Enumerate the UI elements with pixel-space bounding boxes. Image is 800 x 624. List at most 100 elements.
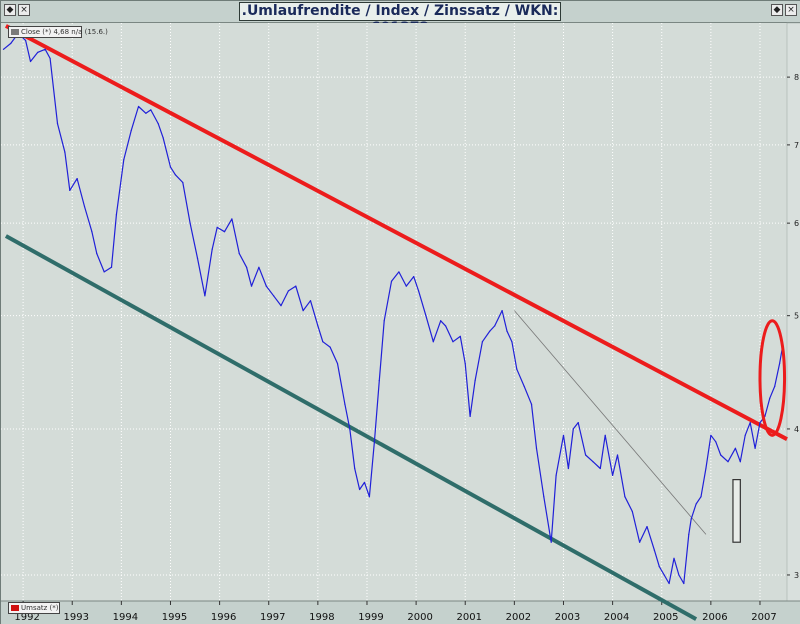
x-tick-label: 1999 bbox=[358, 612, 383, 623]
series-point bbox=[506, 330, 508, 332]
marker-rectangle bbox=[732, 479, 741, 543]
series-point bbox=[516, 368, 518, 370]
pin-icon[interactable]: ◆ bbox=[4, 4, 16, 16]
series-point bbox=[584, 454, 587, 456]
series-point bbox=[683, 582, 685, 585]
series-point bbox=[69, 189, 71, 191]
series-point bbox=[567, 467, 569, 470]
series-point bbox=[103, 271, 105, 273]
series-point bbox=[29, 60, 32, 63]
series-point bbox=[150, 109, 152, 111]
y-tick-label: 4 bbox=[794, 425, 799, 434]
series-point bbox=[368, 496, 371, 498]
series-point bbox=[749, 422, 751, 424]
close-icon-right[interactable]: × bbox=[785, 4, 797, 16]
series-point bbox=[398, 271, 400, 273]
x-tick-label: 1996 bbox=[211, 612, 236, 623]
series-point bbox=[49, 57, 51, 60]
series-point bbox=[110, 266, 113, 268]
x-tick-label: 2002 bbox=[506, 612, 531, 623]
series-point bbox=[37, 51, 39, 53]
series-point bbox=[329, 346, 331, 348]
series-point bbox=[678, 574, 680, 576]
series-point bbox=[83, 205, 86, 208]
series-point bbox=[44, 48, 46, 50]
series-point bbox=[432, 341, 434, 343]
series-point bbox=[204, 295, 206, 297]
highlight-ellipse bbox=[758, 319, 787, 437]
series-point bbox=[452, 341, 454, 343]
series-point bbox=[459, 335, 461, 337]
series-point bbox=[700, 496, 702, 498]
x-axis-strip bbox=[1, 601, 800, 624]
series-point bbox=[501, 310, 503, 312]
series-point bbox=[174, 174, 176, 176]
series-point bbox=[774, 385, 776, 387]
series-point bbox=[646, 525, 648, 528]
series-point bbox=[295, 285, 297, 287]
series-point bbox=[710, 434, 712, 436]
series-point bbox=[530, 403, 533, 405]
y-tick-label: 8 bbox=[794, 73, 799, 82]
series-point bbox=[363, 481, 366, 484]
series-point bbox=[759, 422, 761, 424]
series-point bbox=[511, 341, 513, 343]
series-point bbox=[317, 325, 319, 327]
series-point bbox=[137, 105, 140, 108]
legend-close: Close (*) 4,68 n/a (15.6.) bbox=[8, 26, 108, 38]
series-point bbox=[223, 231, 226, 233]
series-point bbox=[145, 112, 147, 114]
series-point bbox=[720, 454, 722, 456]
series-point bbox=[494, 325, 496, 327]
trendline bbox=[4, 234, 698, 621]
series-point bbox=[354, 467, 356, 470]
series-point bbox=[663, 574, 665, 576]
series-point bbox=[695, 503, 697, 505]
series-point bbox=[413, 276, 415, 278]
x-tick-label: 2001 bbox=[457, 612, 482, 623]
series-point bbox=[734, 447, 737, 449]
series-point bbox=[322, 341, 324, 343]
series-point bbox=[359, 488, 361, 491]
series-point bbox=[189, 222, 191, 224]
series-point bbox=[425, 315, 427, 317]
series-point bbox=[715, 441, 717, 443]
x-tick-label: 2000 bbox=[407, 612, 432, 623]
series-point bbox=[577, 422, 579, 424]
series-point bbox=[96, 253, 98, 255]
series-point bbox=[130, 129, 132, 132]
pin-icon-right[interactable]: ◆ bbox=[771, 4, 783, 16]
series-point bbox=[64, 151, 66, 153]
series-point bbox=[535, 447, 538, 449]
series-point bbox=[265, 285, 267, 287]
series-point bbox=[653, 549, 655, 551]
series-point bbox=[169, 166, 172, 168]
series-point bbox=[562, 434, 565, 436]
series-point bbox=[464, 362, 466, 365]
series-point bbox=[668, 582, 670, 585]
legend-volume: Umsatz (*) bbox=[8, 602, 60, 614]
series-point bbox=[91, 231, 93, 233]
series-point bbox=[56, 122, 59, 125]
series-point bbox=[302, 310, 304, 312]
series-point bbox=[10, 42, 12, 44]
series-point bbox=[624, 496, 626, 498]
series-point bbox=[489, 330, 491, 332]
series-point bbox=[2, 48, 5, 50]
series-point bbox=[378, 379, 380, 382]
series-point bbox=[417, 290, 420, 292]
close-icon[interactable]: × bbox=[18, 4, 30, 16]
series-point bbox=[123, 159, 125, 161]
x-tick-label: 1995 bbox=[162, 612, 187, 623]
series-point bbox=[474, 379, 476, 382]
series-point bbox=[690, 518, 692, 520]
series-point bbox=[196, 257, 199, 259]
series-point bbox=[739, 461, 741, 463]
legend-close-swatch bbox=[11, 29, 19, 35]
trendline bbox=[514, 310, 707, 535]
series-point bbox=[673, 557, 675, 559]
series-point bbox=[639, 541, 641, 543]
y-tick-label: 7 bbox=[794, 141, 799, 150]
series-point bbox=[238, 253, 240, 255]
